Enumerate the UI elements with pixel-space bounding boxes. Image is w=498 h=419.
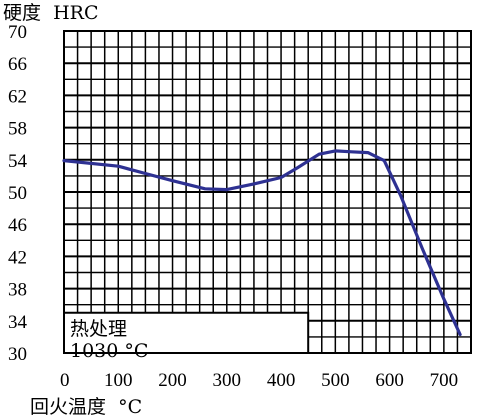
x-tick-label: 0 [60, 370, 70, 391]
y-tick-label: 50 [8, 183, 27, 204]
x-tick-label: 300 [213, 370, 242, 391]
x-axis-title: 回火温度 °C [30, 396, 142, 418]
x-tick-label: 100 [104, 370, 133, 391]
x-tick-label: 700 [430, 370, 459, 391]
y-tick-label: 62 [8, 86, 27, 107]
x-tick-labels: 0 100 200 300 400 500 600 700 [60, 370, 458, 391]
x-tick-label: 400 [267, 370, 296, 391]
heat-treatment-temperature: 1030 °C [70, 340, 148, 362]
x-tick-label: 200 [158, 370, 187, 391]
x-tick-label: 500 [321, 370, 350, 391]
heat-treatment-note: 热处理 1030 °C [63, 311, 310, 362]
heat-treatment-label: 热处理 [70, 318, 127, 340]
heat-treatment-note-box [63, 311, 310, 354]
y-axis-title: 硬度 HRC [3, 2, 99, 24]
y-tick-label: 42 [8, 247, 27, 268]
series-line [62, 149, 462, 337]
y-tick-label: 58 [8, 119, 27, 140]
y-tick-label: 54 [8, 151, 28, 172]
y-tick-label: 46 [8, 215, 27, 236]
y-tick-label: 38 [8, 280, 27, 301]
y-tick-label: 34 [8, 312, 28, 333]
y-tick-label: 30 [8, 344, 27, 365]
y-tick-label: 66 [8, 54, 27, 75]
y-tick-label: 70 [8, 22, 27, 43]
chart-grid [63, 30, 472, 354]
x-tick-label: 600 [375, 370, 404, 391]
y-tick-labels: 70 66 62 58 54 50 46 42 38 34 30 [8, 22, 28, 365]
